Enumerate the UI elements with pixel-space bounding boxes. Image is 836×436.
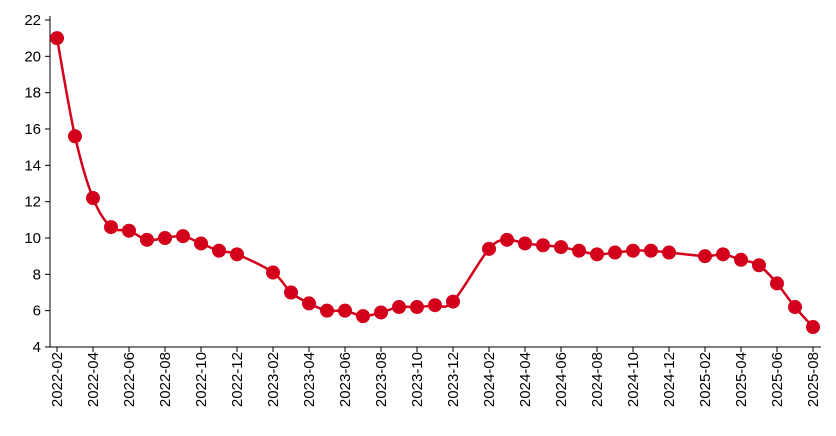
marker: [788, 300, 802, 315]
marker: [86, 191, 100, 206]
x-tick-label: 2025-06: [769, 352, 786, 407]
x-tick-label: 2024-08: [589, 352, 606, 407]
x-tick-label: 2023-10: [409, 352, 426, 407]
x-tick-label: 2024-06: [553, 352, 570, 407]
marker: [626, 243, 640, 258]
marker: [752, 258, 766, 273]
marker: [428, 298, 442, 313]
marker: [194, 236, 208, 251]
marker: [338, 303, 352, 318]
x-tick-label: 2023-08: [373, 352, 390, 407]
marker: [68, 129, 82, 144]
x-tick-label: 2022-04: [85, 352, 102, 407]
marker: [590, 247, 604, 262]
marker: [176, 229, 190, 244]
marker: [518, 236, 532, 251]
x-tick-label: 2024-02: [481, 352, 498, 407]
x-tick-label: 2023-12: [445, 352, 462, 407]
y-tick-label: 8: [33, 266, 41, 283]
marker: [302, 296, 316, 311]
x-tick-label: 2023-02: [265, 352, 282, 407]
marker: [554, 240, 568, 255]
marker: [140, 232, 154, 247]
marker: [284, 285, 298, 300]
x-tick-label: 2024-10: [625, 352, 642, 407]
x-tick-label: 2023-06: [337, 352, 354, 407]
x-tick-label: 2022-08: [157, 352, 174, 407]
y-tick-label: 4: [33, 339, 41, 356]
marker: [644, 243, 658, 258]
y-tick-label: 12: [24, 194, 41, 211]
x-tick-label: 2025-04: [733, 352, 750, 407]
marker: [770, 276, 784, 291]
x-tick-label: 2024-04: [517, 352, 534, 407]
x-tick-label: 2022-10: [193, 352, 210, 407]
y-tick-label: 10: [24, 230, 41, 247]
x-tick-label: 2022-12: [229, 352, 246, 407]
y-tick-label: 18: [24, 85, 41, 102]
marker: [482, 241, 496, 256]
x-tick-label: 2022-06: [121, 352, 138, 407]
x-tick-label: 2025-08: [805, 352, 822, 407]
y-tick-label: 20: [24, 48, 41, 65]
y-tick-label: 6: [33, 303, 41, 320]
marker: [446, 294, 460, 309]
marker: [230, 247, 244, 262]
marker: [500, 232, 514, 247]
y-tick-label: 22: [24, 12, 41, 29]
marker: [212, 243, 226, 258]
marker: [806, 320, 820, 335]
marker: [698, 249, 712, 264]
marker: [392, 300, 406, 315]
x-tick-label: 2023-04: [301, 352, 318, 407]
marker: [50, 31, 64, 46]
marker: [320, 303, 334, 318]
marker: [662, 245, 676, 260]
marker: [104, 220, 118, 235]
x-tick-label: 2022-02: [49, 352, 66, 407]
x-tick-label: 2025-02: [697, 352, 714, 407]
line: [55, 37, 814, 328]
marker: [158, 231, 172, 245]
marker: [734, 252, 748, 267]
y-tick-label: 16: [24, 121, 41, 138]
marker: [374, 305, 388, 320]
marker: [410, 300, 424, 315]
marker: [122, 223, 136, 238]
marker: [572, 243, 586, 258]
marker: [608, 245, 622, 260]
marker: [536, 238, 550, 253]
x-tick-label: 2024-12: [661, 352, 678, 407]
marker: [356, 309, 370, 324]
marker: [266, 265, 280, 280]
y-tick-label: 14: [24, 157, 41, 174]
marker: [716, 247, 730, 262]
